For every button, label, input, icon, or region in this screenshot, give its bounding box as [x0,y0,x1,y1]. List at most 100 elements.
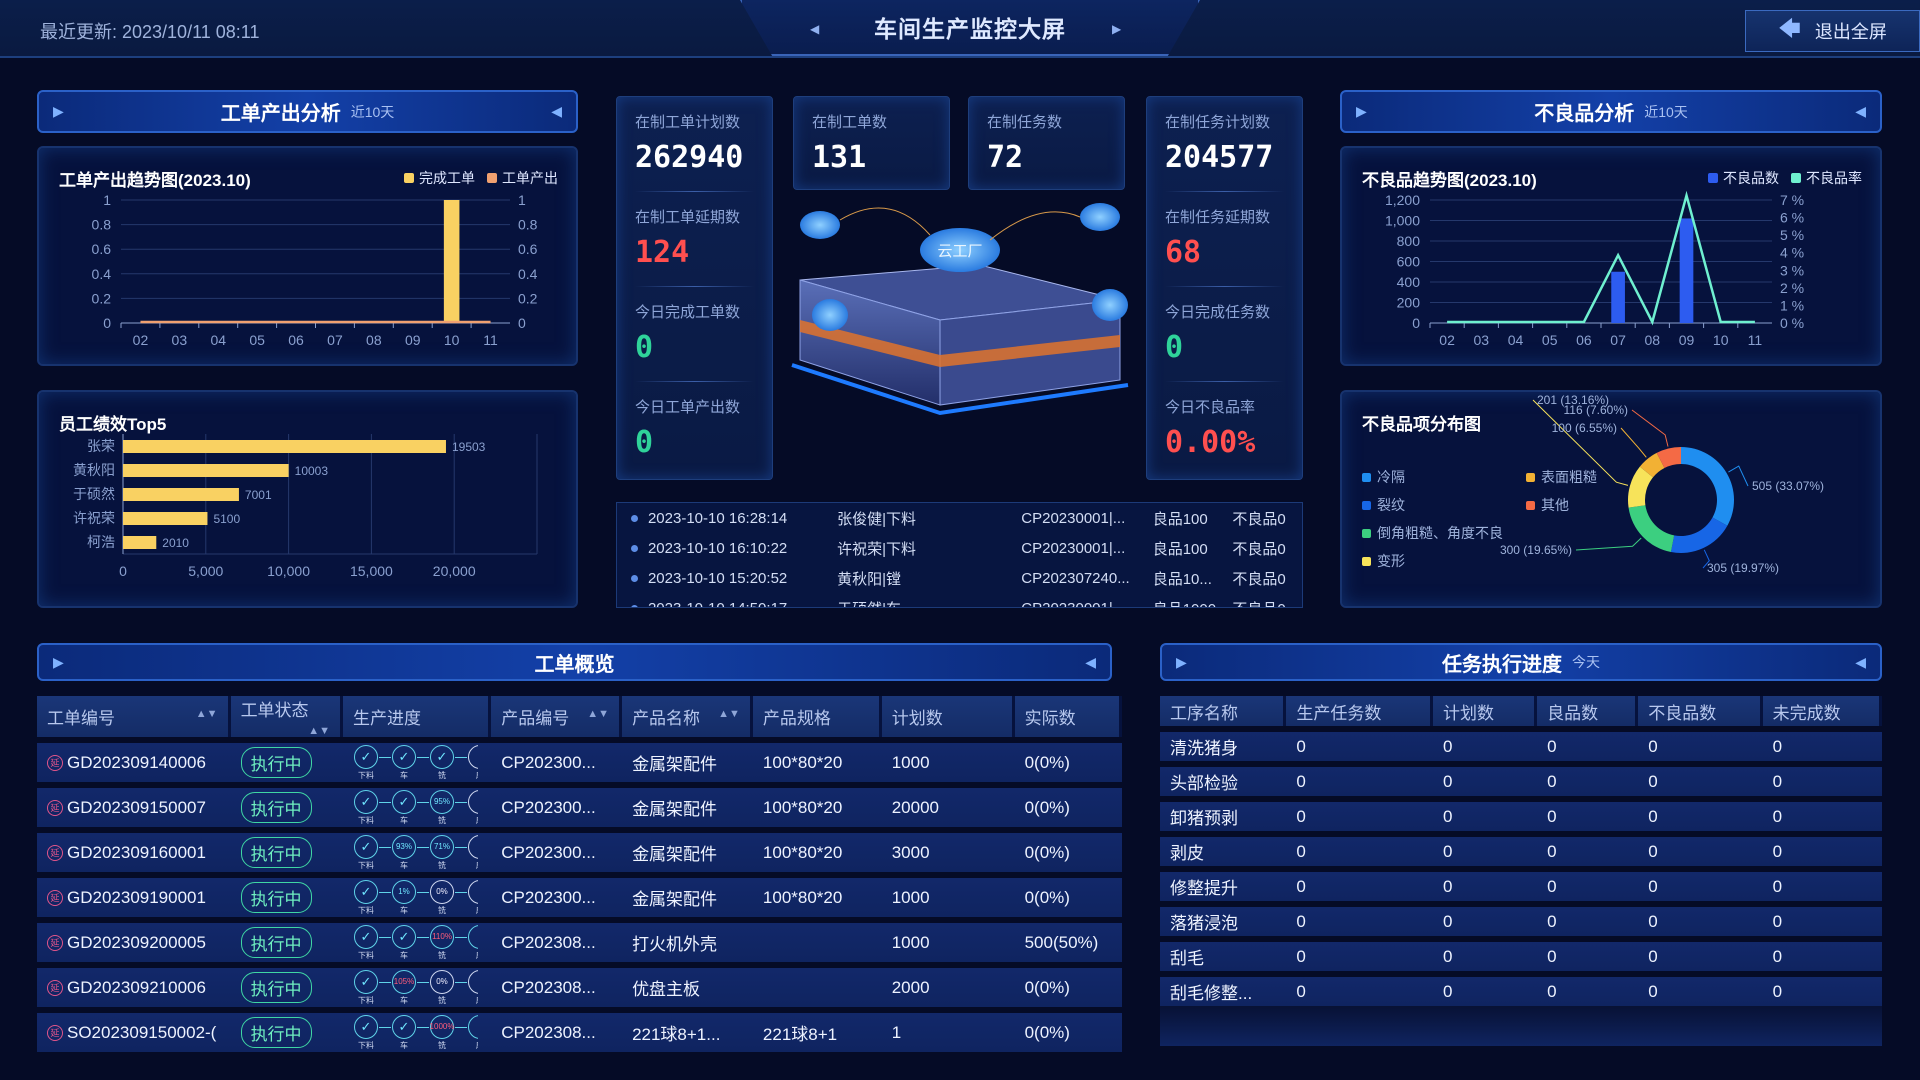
table-row[interactable]: 刮毛 0 0 0 0 0 [1160,942,1882,971]
cell-actual: 0(0%) [1014,833,1122,872]
legend-swatch [1362,557,1371,566]
cell-code: CP202300... [491,743,623,782]
x-tick-label: 02 [133,332,149,348]
factory-illustration: 云工厂 [791,203,1129,416]
log-good: 良品1000 [1153,598,1233,608]
legend-item[interactable]: 工单产出 [487,168,558,188]
task-table: 工序名称 生产任务数 计划数 良品数 不良品数 未完成数 清洗猪身 0 0 0 0 0 头部检验 0 0 0 0… [1160,690,1882,1046]
table-row[interactable]: 剥皮 0 0 0 0 0 [1160,837,1882,866]
table-row[interactable]: 清洗猪身 0 0 0 0 0 [1160,732,1882,761]
step-connector [379,756,391,758]
cell-spec [752,968,882,1007]
x-tick-label: 05 [249,332,265,348]
delay-icon: 延 [47,845,63,862]
cell: 0 [1433,977,1538,1006]
cell-id: 延 GD202309210006 [37,968,231,1007]
cell-actual: 0(0%) [1014,788,1122,827]
workorder-id: SO202309150002-( [67,1022,217,1042]
cell-id: 延 GD202309190001 [37,878,231,917]
table-row[interactable]: 落猪浸泡 0 0 0 0 0 [1160,907,1882,936]
legend-label: 变形 [1377,553,1405,569]
step-connector [417,936,429,938]
step-circle: 0 [468,744,478,769]
section-title: 任务执行进度 [1442,653,1562,676]
stat-value: 0 [635,330,654,365]
sort-icon[interactable]: ▲▼ [195,708,218,720]
cell-spec [752,923,882,962]
cell: 0 [1537,767,1639,796]
step-circle: ✓ [392,744,416,769]
table-row[interactable]: 卸猪预剥 0 0 0 0 0 [1160,802,1882,831]
cell-status: 执行中 [230,923,343,962]
activity-log[interactable]: 2023-10-10 16:28:14 张俊健|下料 CP20230001|... 良… [616,502,1303,608]
cell: 0 [1762,802,1882,831]
defect-trend-chart: 不良品趋势图(2023.10) 不良品数 不良品率 0 200 400 600 800 1… [1340,146,1882,366]
y2-tick-label: 3 % [1780,262,1804,278]
table-row[interactable]: 延GD202309140006执行中✓下料✓车✓铣0磨CP202300...金属… [37,743,1122,782]
x-tick-label: 11 [1748,332,1763,348]
table-row[interactable]: 头部检验 0 0 0 0 0 [1160,767,1882,796]
legend-item[interactable]: 不良品数 [1708,168,1779,188]
section-title: 不良品分析 [1534,103,1635,125]
chevron-left-icon: ◀ [1855,654,1866,670]
column-header[interactable]: 工单状态 ▲▼ [230,696,343,737]
x-tick-label: 07 [1610,332,1626,348]
y2-tick-label: 0 [518,315,526,331]
log-time: 2023-10-10 16:10:22 [647,539,788,557]
column-header[interactable]: 产品编号 ▲▼ [491,696,623,737]
table-row[interactable]: 刮毛修整... 0 0 0 0 0 [1160,977,1882,1006]
step-connector [379,1026,391,1028]
sort-icon[interactable]: ▲▼ [718,708,740,720]
cell-progress: ✓下料 105%车 0%铣 0磨 [343,968,492,1007]
exit-fullscreen-button[interactable]: 🡄 退出全屏 [1745,10,1920,52]
column-header[interactable]: 产品名称 ▲▼ [622,696,753,737]
progress-step: 0% 铣 [429,879,455,916]
y-tick-label: 许祝荣 [73,510,115,526]
column-header[interactable]: 工单编号 ▲▼ [37,696,231,737]
cell-plan: 2000 [881,968,1015,1007]
table-row[interactable]: 延SO202309150002-(执行中✓下料✓车1000%铣1磨CP20230… [37,1013,1122,1052]
legend-item[interactable]: 完成工单 [404,168,475,188]
workorder-id: GD202309150007 [67,797,206,817]
log-row[interactable]: 2023-10-10 15:20:52 黄秋阳|镗 CP202307240... 良品… [617,563,1302,593]
stat-label: 在制工单计划数 [635,114,741,131]
sort-icon[interactable]: ▲▼ [308,725,330,737]
log-row[interactable]: 2023-10-10 16:10:22 许祝荣|下料 CP20230001|... 良… [617,533,1302,563]
y2-tick-label: 0.4 [518,266,538,282]
cell-name: 金属架配件 [622,878,753,917]
log-time: 2023-10-10 14:50:17 [647,599,788,608]
x-tick-label: 0 [119,563,127,579]
legend-label: 不良品数 [1723,170,1779,186]
table-row[interactable]: 延GD202309200005执行中✓下料✓车110%铣磨CP202308...… [37,923,1122,962]
cell: 刮毛修整... [1160,977,1287,1006]
progress-steps: ✓下料 1%车 0%铣 0磨 [353,879,478,916]
cell: 0 [1762,872,1882,901]
table-row[interactable]: 修整提升 0 0 0 0 0 [1160,872,1882,901]
step-circle: 110% [430,924,454,949]
log-row[interactable]: 2023-10-10 16:28:14 张俊健|下料 CP20230001|... 良… [617,503,1302,533]
delay-icon: 延 [47,1025,63,1042]
step-label: 磨 [476,815,478,826]
log-bad: 不良品0 [1232,598,1302,608]
bullet-icon [631,604,638,607]
slice-label: 201 (13.16%) [1537,393,1609,407]
cell: 剥皮 [1160,837,1287,866]
step-circle: 0 [468,879,478,904]
status-badge: 执行中 [240,927,312,958]
sort-icon[interactable]: ▲▼ [587,708,610,720]
table-row[interactable]: 延GD202309150007执行中✓下料✓车95%铣0磨CP202300...… [37,788,1122,827]
stats-column-tasks: 在制任务计划数 204577 在制任务延期数 68 今日完成任务数 0 今日不良品率 0.00… [1146,96,1303,480]
log-bad: 不良品0 [1232,570,1286,588]
chart-svg: 505 (33.07%) 305 (19.97%) 300 (19.65%) 201 … [1362,393,1824,575]
log-row[interactable]: 2023-10-10 14:50:17 于硕然|车CP20230001|... 良品… [617,593,1302,608]
step-label: 磨 [476,770,478,781]
step-label: 下料 [358,770,374,780]
cell-spec: 100*80*20 [752,878,882,917]
cell-id: 延 GD202309140006 [37,743,231,782]
legend-item[interactable]: 不良品率 [1791,168,1862,188]
stat-label: 今日完成工单数 [635,304,741,321]
